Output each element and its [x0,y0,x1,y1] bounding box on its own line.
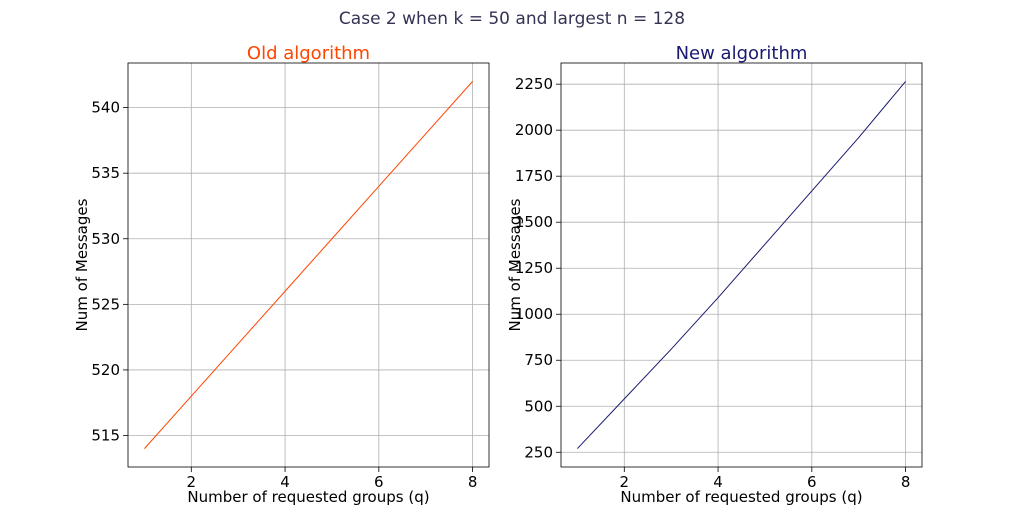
subplot-title: New algorithm [676,43,808,64]
y-tick-label: 1250 [515,259,553,277]
y-tick-label: 1000 [515,305,553,323]
x-tick-label: 2 [620,473,630,491]
x-tick-label: 6 [807,473,817,491]
figure-title: Case 2 when k = 50 and largest n = 128 [339,9,685,29]
x-axis-label: Number of requested groups (q) [187,488,429,506]
subplot-2: 2 4 6 8 250 500 750 1000 1250 1500 1750 2000 2250 New… [506,43,923,506]
subplots: 2 4 6 8 515 520 525 530 535 540 Old algorithm Numbe… [73,43,923,506]
axes-frame [127,62,490,468]
series-line [577,81,906,449]
y-tick-label: 535 [91,164,120,182]
y-tick-label: 520 [91,361,120,379]
x-tick-label: 8 [468,473,478,491]
y-tick-label: 2000 [515,121,553,139]
x-tick-label: 4 [713,473,723,491]
y-tick-label: 2250 [515,75,553,93]
y-tick-label: 250 [524,443,553,461]
y-axis-label: Num of Messages [506,198,524,331]
y-tick-label: 515 [91,427,120,445]
y-tick-label: 540 [91,99,120,117]
axes-frame [560,62,923,468]
series-line [144,81,473,449]
y-axis-label: Num of Messages [73,198,91,331]
y-tick-label: 1500 [515,213,553,231]
subplot-1: 2 4 6 8 515 520 525 530 535 540 Old algorithm Numbe… [73,43,490,506]
y-tick-label: 1750 [515,167,553,185]
x-tick-label: 6 [374,473,384,491]
x-tick-label: 8 [901,473,911,491]
x-tick-label: 4 [280,473,290,491]
x-tick-label: 2 [187,473,197,491]
y-tick-label: 750 [524,351,553,369]
x-axis-label: Number of requested groups (q) [620,488,862,506]
subplot-title: Old algorithm [247,43,370,64]
y-tick-label: 500 [524,397,553,415]
y-tick-label: 525 [91,295,120,313]
y-tick-label: 530 [91,230,120,248]
